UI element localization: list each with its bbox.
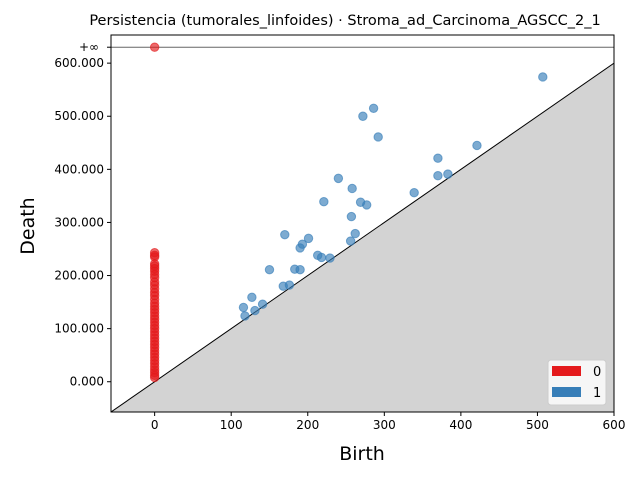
- series-0-point: [149, 42, 160, 52]
- series-1-point: [368, 103, 379, 113]
- series-1-point: [538, 72, 548, 82]
- series-1-point: [319, 197, 329, 207]
- series-1-point: [347, 183, 357, 194]
- series-1-point: [295, 243, 305, 253]
- y-tick-label: 400.000: [54, 162, 104, 176]
- series-1-point: [303, 233, 314, 244]
- series-1-point: [358, 111, 368, 121]
- series-1-point: [350, 228, 360, 239]
- x-tick-label: 0: [151, 418, 159, 432]
- points-layer: [149, 42, 548, 383]
- series-1-point: [247, 292, 257, 303]
- series-1-point: [472, 140, 482, 151]
- x-axis: 0 100 200 300 400 500 600: [151, 412, 626, 432]
- series-1-point: [433, 153, 443, 163]
- series-1-point: [325, 253, 335, 263]
- series-1-point: [257, 299, 268, 309]
- chart-title: Persistencia (tumorales_linfoides) · Str…: [89, 13, 600, 29]
- y-axis: 0.000 100.000 200.000 300.000 400.000 500.000…: [54, 46, 111, 389]
- series-1-point: [264, 264, 275, 275]
- plot-area: [111, 42, 614, 412]
- series-1-point: [373, 132, 383, 142]
- diagonal-line: [111, 62, 614, 412]
- x-tick-label: 100: [220, 418, 243, 432]
- y-tick-label: 500.000: [54, 109, 104, 123]
- series-1-point: [240, 311, 250, 321]
- x-tick-label: 600: [603, 418, 626, 432]
- series-1-point: [409, 188, 419, 198]
- series-1-point: [278, 281, 288, 291]
- y-tick-label: 300.000: [54, 215, 104, 229]
- x-tick-label: 300: [373, 418, 396, 432]
- series-1-point: [362, 200, 372, 210]
- series-1-point: [238, 302, 249, 313]
- y-tick-label: 100.000: [54, 322, 104, 336]
- x-tick-label: 200: [296, 418, 319, 432]
- series-1-point: [295, 264, 305, 275]
- x-tick-label: 500: [526, 418, 549, 432]
- y-tick-label: 0.000: [70, 375, 104, 389]
- series-1-point: [333, 173, 344, 184]
- x-axis-label: Birth: [339, 443, 385, 465]
- plot-frame: [110, 34, 615, 413]
- series-1-point: [433, 171, 443, 181]
- series-1-point: [280, 229, 290, 240]
- legend-label-1: 1: [593, 386, 601, 401]
- series-1-point: [250, 305, 260, 316]
- inf-tick-label: +∞: [79, 40, 99, 54]
- legend: 0 1: [547, 359, 607, 406]
- y-tick-label: 200.000: [54, 269, 104, 283]
- legend-swatch-1: [552, 387, 581, 397]
- series-1-point: [316, 252, 327, 263]
- series-1-point: [443, 169, 453, 179]
- y-tick-label: 600.000: [54, 56, 104, 70]
- series-1-point: [346, 211, 357, 222]
- y-axis-label: Death: [17, 197, 39, 254]
- x-tick-label: 400: [449, 418, 472, 432]
- series-0-point: [149, 372, 160, 383]
- series-1-point: [345, 236, 356, 246]
- legend-label-0: 0: [593, 365, 601, 380]
- legend-swatch-0: [552, 366, 581, 376]
